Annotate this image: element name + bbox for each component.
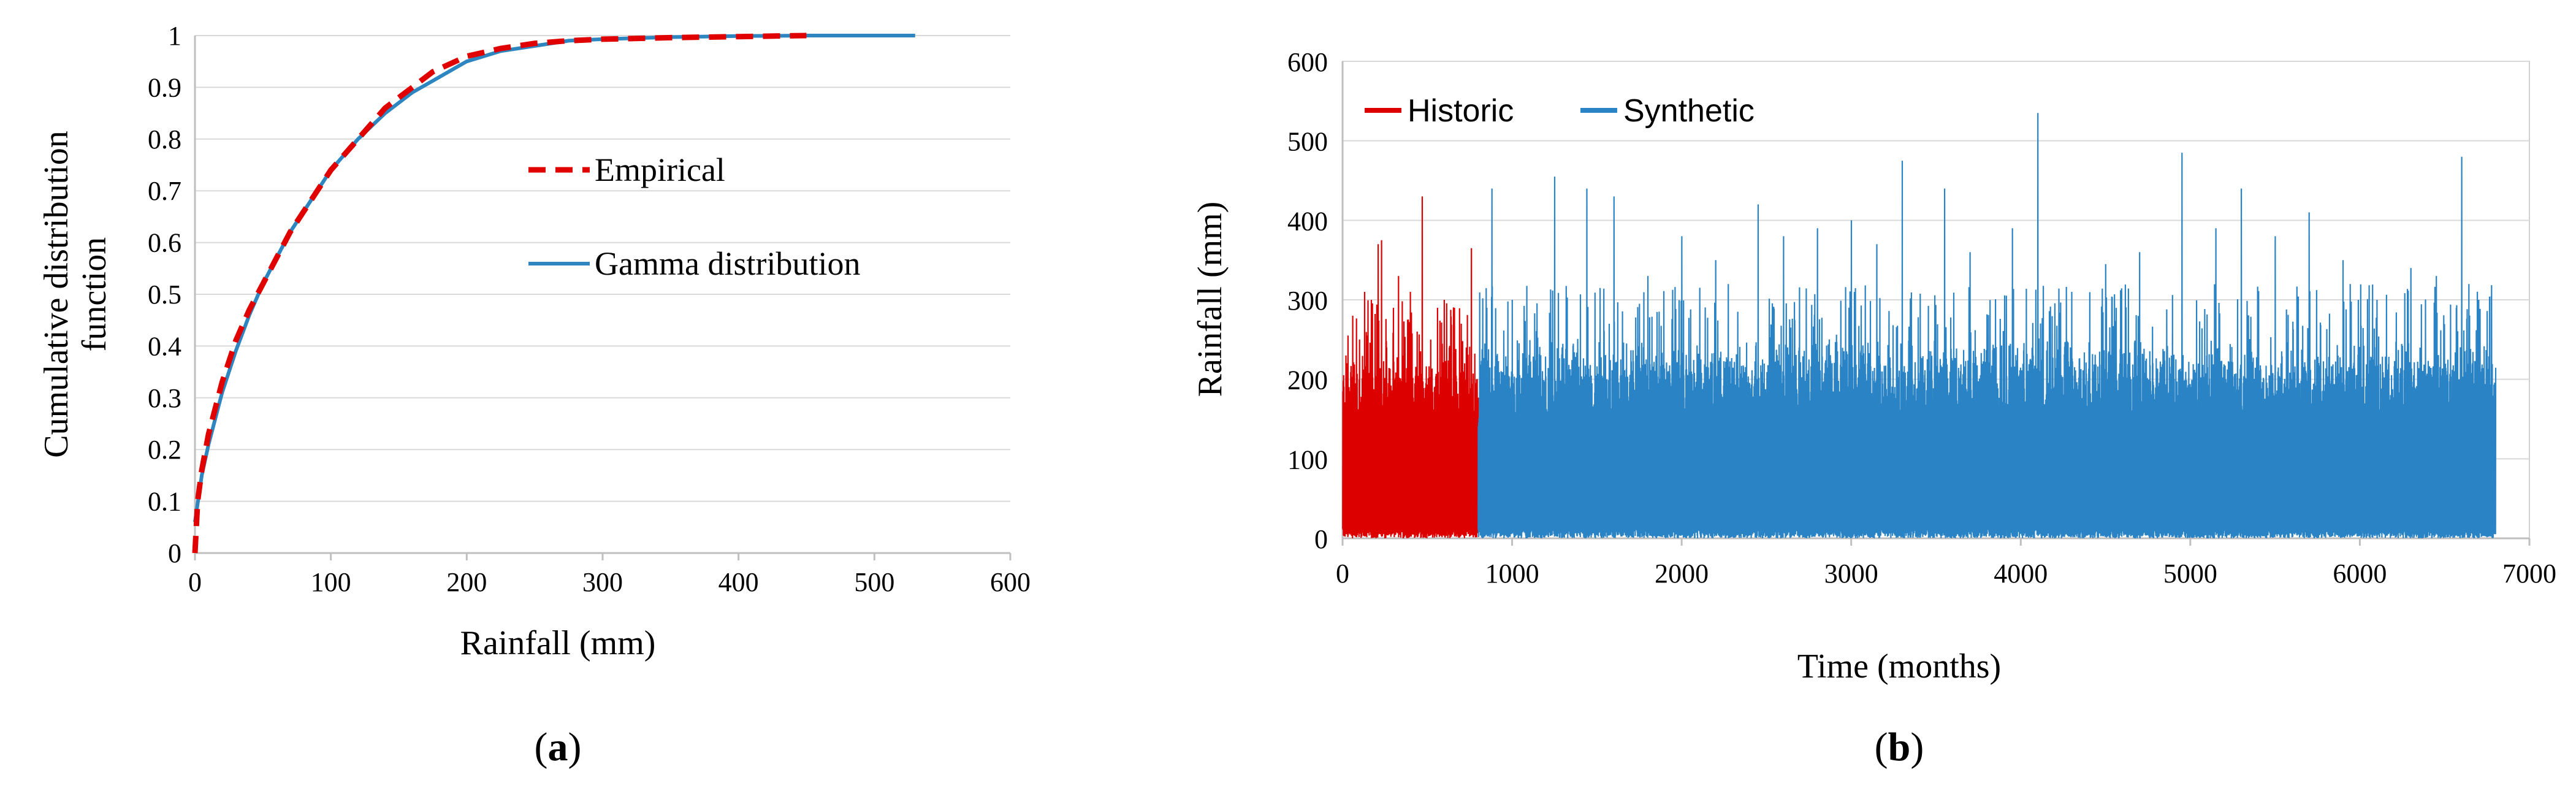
panel-a-y-tick-label: 0.5 bbox=[148, 280, 181, 310]
panel-b-caption: (b) bbox=[1875, 725, 1924, 769]
panel-b-series bbox=[1342, 113, 2497, 539]
panel-b-x-tick-label: 6000 bbox=[2333, 559, 2387, 589]
panel-a-legend: Empirical Gamma distribution bbox=[528, 151, 860, 282]
panel-b-y-axis-title: Rainfall (mm) bbox=[1191, 202, 1229, 397]
panel-b-x-tick-label: 7000 bbox=[2502, 559, 2556, 589]
panel-a-y-axis-title-line1: Cumulative distribution bbox=[37, 131, 75, 458]
panel-a-x-axis-title: Rainfall (mm) bbox=[460, 624, 656, 662]
panel-a-y-tick-label: 0.2 bbox=[148, 435, 181, 465]
panel-a-y-axis-title-line2: function bbox=[75, 237, 113, 352]
panel-b-x-tick-label: 3000 bbox=[1824, 559, 1878, 589]
panel-a-y-tick-label: 0.1 bbox=[148, 487, 181, 517]
panel-b-y-tick-label: 500 bbox=[1287, 127, 1328, 157]
legend-historic-label: Historic bbox=[1408, 93, 1514, 129]
panel-a-y-tick-labels: 0 0.1 0.2 0.3 0.4 0.5 0.6 0.7 0.8 0.9 1 bbox=[148, 21, 181, 568]
panel-a-x-tick-label: 400 bbox=[718, 567, 759, 597]
panel-a-y-tick-label: 0.8 bbox=[148, 124, 181, 155]
panel-a-chart: 0 0.1 0.2 0.3 0.4 0.5 0.6 0.7 0.8 0.9 1 0 100 200 300… bbox=[37, 21, 1031, 662]
panel-b-x-tick-labels: 0 1000 2000 3000 4000 5000 6000 7000 bbox=[1336, 559, 2556, 589]
historic-series-line bbox=[1342, 196, 1479, 539]
panel-a-y-tick-label: 0 bbox=[168, 538, 181, 568]
panel-b-y-tick-label: 200 bbox=[1287, 365, 1328, 395]
panel-a-x-tick-label: 500 bbox=[854, 567, 894, 597]
panel-a-y-tick-label: 0.7 bbox=[148, 176, 181, 206]
legend-gamma-label: Gamma distribution bbox=[595, 245, 860, 282]
panel-b-x-tick-label: 4000 bbox=[1994, 559, 2048, 589]
panel-b-legend: Historic Synthetic bbox=[1365, 93, 1755, 129]
panel-a-series bbox=[192, 32, 915, 554]
panel-a-x-tick-label: 200 bbox=[446, 567, 487, 597]
panel-b-chart: 0 100 200 300 400 500 600 0 1000 2000 3000 4000 500… bbox=[1191, 47, 2556, 685]
panel-b-y-tick-label: 400 bbox=[1287, 206, 1328, 236]
panel-a-y-tick-label: 0.3 bbox=[148, 383, 181, 413]
panel-b-y-tick-label: 300 bbox=[1287, 286, 1328, 316]
panel-b-y-tick-label: 100 bbox=[1287, 445, 1328, 475]
panel-b-x-tick-label: 2000 bbox=[1655, 559, 1709, 589]
synthetic-series-line bbox=[1477, 113, 2497, 539]
panel-a-y-tick-label: 0.6 bbox=[148, 228, 181, 258]
panel-a-x-tick-label: 300 bbox=[582, 567, 623, 597]
legend-empirical-label: Empirical bbox=[595, 151, 725, 188]
panel-a-x-tick-labels: 0 100 200 300 400 500 600 bbox=[188, 567, 1031, 597]
panel-a-y-tick-label: 0.4 bbox=[148, 331, 181, 361]
panel-b-y-tick-label: 600 bbox=[1287, 47, 1328, 77]
panel-b-y-tick-label: 0 bbox=[1314, 524, 1328, 554]
panel-a-axes bbox=[194, 36, 1012, 560]
panel-a-y-tick-label: 0.9 bbox=[148, 72, 181, 102]
panel-b-y-tick-labels: 0 100 200 300 400 500 600 bbox=[1287, 47, 1328, 554]
panel-b-x-tick-label: 0 bbox=[1336, 559, 1349, 589]
legend-synthetic-label: Synthetic bbox=[1623, 93, 1755, 129]
empirical-line bbox=[192, 32, 807, 554]
panel-b-x-tick-label: 1000 bbox=[1485, 559, 1539, 589]
panel-b-x-axis-title: Time (months) bbox=[1797, 647, 2001, 685]
panel-a-x-tick-label: 600 bbox=[990, 567, 1031, 597]
panel-a-y-tick-label: 1 bbox=[168, 21, 181, 51]
panel-b-x-tick-label: 5000 bbox=[2163, 559, 2217, 589]
panel-a-x-tick-label: 0 bbox=[188, 567, 202, 597]
panel-a-caption: (a) bbox=[535, 725, 582, 769]
panel-a-x-tick-label: 100 bbox=[311, 567, 351, 597]
